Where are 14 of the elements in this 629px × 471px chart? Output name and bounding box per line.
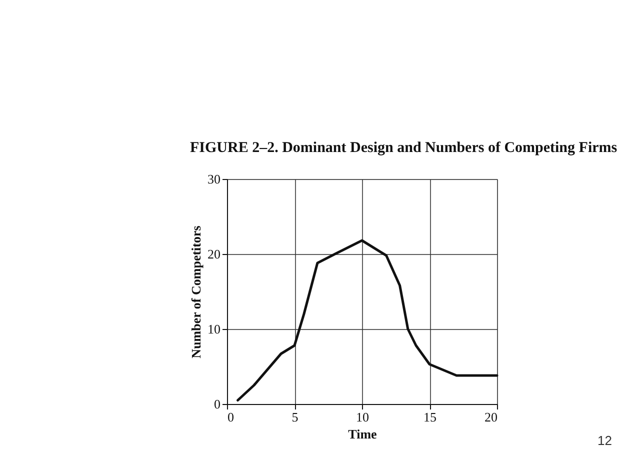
text: 12 — [598, 433, 612, 448]
x-tick-label: 20 — [484, 410, 498, 424]
x-tick-label: 0 — [228, 410, 234, 424]
line-series — [236, 239, 498, 402]
chart-title: FIGURE 2–2. Dominant Design and Numbers of Competing Firms — [190, 140, 618, 156]
x-tick-label: 5 — [292, 410, 298, 424]
y-tick-label: 10 — [208, 322, 220, 336]
y-tick-label: 30 — [208, 172, 220, 186]
y-axis-title: Number of Competitors — [188, 226, 204, 358]
y-tick-label: 20 — [208, 246, 220, 262]
y-tick-label: 0 — [214, 396, 220, 412]
x-axis-title: Time — [348, 426, 378, 442]
x-tick-label: 15 — [424, 410, 436, 424]
x-tick-label: 10 — [356, 410, 369, 424]
